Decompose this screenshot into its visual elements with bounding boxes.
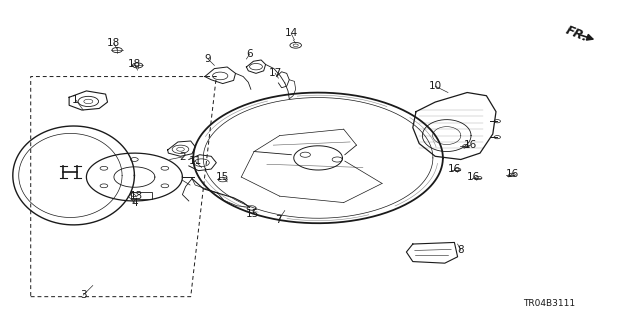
Text: 16: 16 [467, 172, 480, 182]
Text: 8: 8 [458, 245, 464, 256]
Text: 1: 1 [72, 94, 79, 105]
Text: 9: 9 [205, 54, 211, 64]
Text: 17: 17 [269, 68, 282, 78]
Text: FR.: FR. [563, 24, 589, 44]
Text: 4: 4 [131, 197, 138, 208]
Text: 18: 18 [128, 59, 141, 69]
Text: 13: 13 [130, 191, 143, 201]
Text: 10: 10 [429, 81, 442, 91]
Text: 11: 11 [189, 156, 202, 166]
Bar [131, 192, 152, 199]
Text: 3: 3 [80, 290, 86, 300]
Text: 15: 15 [216, 172, 229, 182]
Text: 16: 16 [464, 140, 477, 150]
Text: 15: 15 [246, 209, 259, 219]
Text: 18: 18 [108, 38, 120, 48]
Text: 16: 16 [448, 164, 461, 174]
Text: 6: 6 [246, 49, 253, 59]
Text: 16: 16 [506, 169, 518, 179]
Text: 2: 2 [179, 152, 186, 162]
Text: 7: 7 [275, 215, 282, 225]
Text: 14: 14 [285, 28, 298, 39]
Text: TR04B3111: TR04B3111 [523, 299, 575, 308]
